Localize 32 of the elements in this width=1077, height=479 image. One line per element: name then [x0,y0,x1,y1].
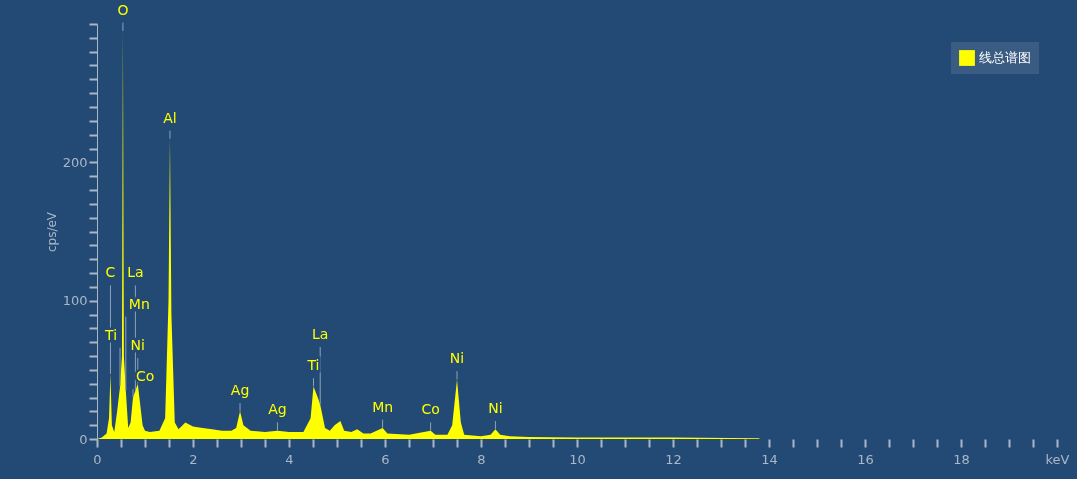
x-tick-label: 10 [569,451,586,467]
annotation: C [105,264,116,281]
annotation: Co [136,368,155,385]
annotation: La [312,326,329,343]
legend-label: 线总谱图 [979,50,1031,65]
x-tick-label: 2 [189,451,198,467]
x-tick-label: 16 [857,451,874,467]
x-tick-label: 18 [953,451,970,467]
x-tick-label: 8 [477,451,486,467]
annotation: Mn [128,295,150,312]
annotation: Mn [372,398,394,415]
x-tick-label: 6 [381,451,390,467]
annotation: O [117,1,129,18]
y-tick-label: 0 [79,431,88,447]
annotation: Co [421,401,440,418]
y-axis-title: cps/eV [44,211,59,253]
annotation: Ni [449,350,465,367]
annotation: Ag [230,382,250,399]
y-tick-label: 200 [62,154,88,170]
x-tick-label: 14 [761,451,778,467]
x-tick-label: 0 [93,451,102,467]
annotation: Ti [306,357,320,374]
x-tick-label: 12 [665,451,682,467]
x-tick-label: keV [1045,451,1070,467]
annotation: Ni [130,337,145,354]
annotation: Ti [104,326,118,343]
annotation: La [127,264,144,281]
annotation: Al [163,109,177,126]
x-tick-label: 4 [285,451,294,467]
annotation: Ni [488,400,503,417]
annotation: Ag [268,401,287,418]
y-tick-label: 100 [62,293,88,309]
